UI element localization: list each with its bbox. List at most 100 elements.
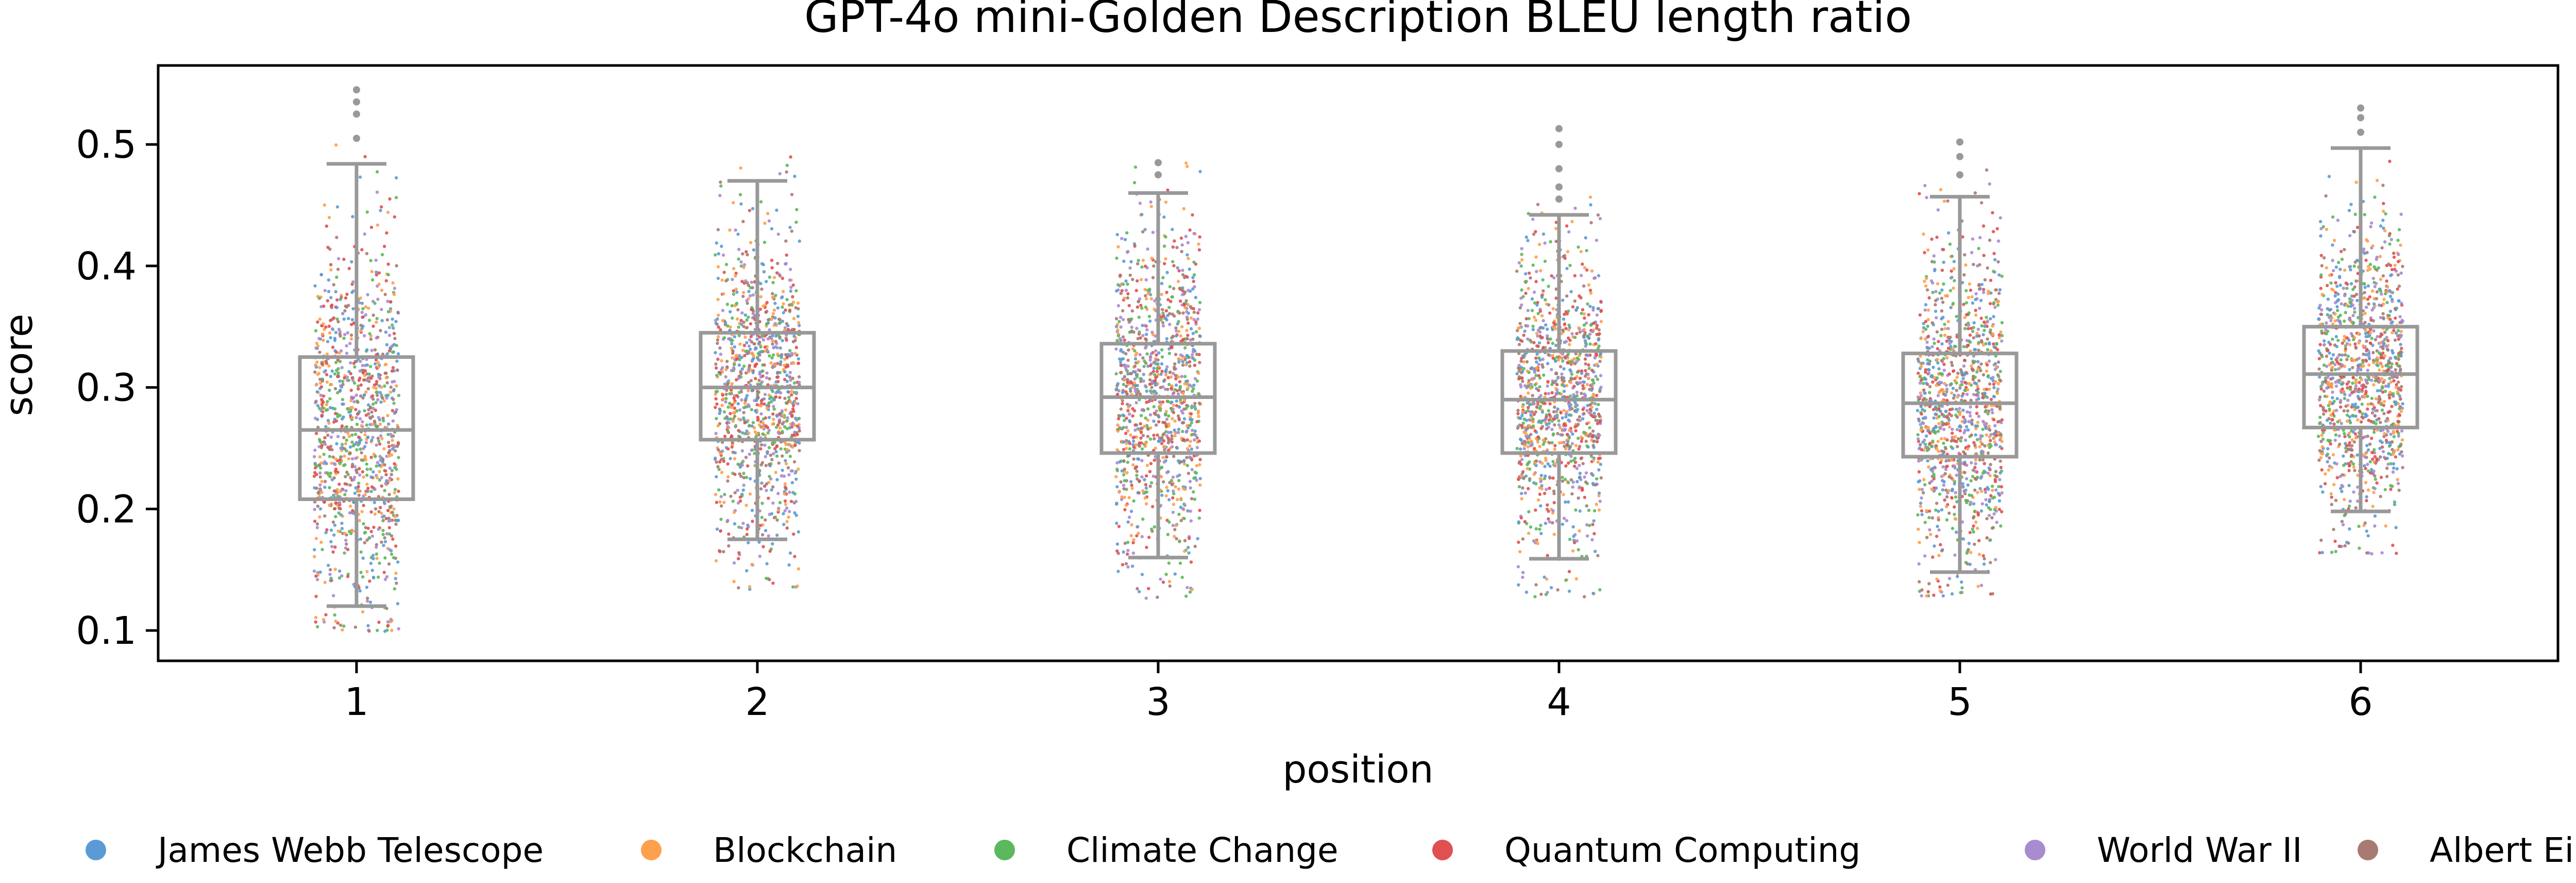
- strip-point: [1192, 387, 1195, 391]
- strip-point: [793, 555, 796, 558]
- strip-point: [347, 435, 351, 438]
- strip-point: [1594, 402, 1597, 406]
- strip-point: [377, 495, 381, 498]
- strip-point: [1552, 276, 1556, 280]
- strip-point: [386, 620, 390, 624]
- strip-point: [319, 461, 323, 465]
- strip-point: [1996, 260, 2000, 264]
- strip-point: [344, 538, 348, 542]
- strip-point: [1125, 471, 1129, 475]
- strip-point: [1592, 321, 1596, 325]
- strip-point: [364, 526, 367, 529]
- strip-point: [1546, 327, 1549, 331]
- strip-point: [1536, 312, 1540, 315]
- strip-point: [361, 470, 365, 474]
- strip-point: [349, 406, 352, 409]
- strip-point: [717, 313, 720, 317]
- strip-point: [1181, 411, 1184, 415]
- strip-point: [784, 239, 788, 243]
- strip-point: [759, 412, 763, 416]
- strip-point: [332, 533, 336, 537]
- strip-point: [721, 253, 725, 257]
- strip-point: [334, 143, 338, 147]
- strip-point: [1532, 376, 1536, 380]
- strip-point: [789, 289, 793, 293]
- strip-point: [1193, 438, 1196, 442]
- strip-point: [785, 526, 789, 530]
- strip-point: [1141, 434, 1145, 437]
- strip-point: [1551, 354, 1554, 357]
- strip-point: [358, 175, 362, 179]
- strip-point: [1144, 486, 1148, 490]
- strip-point: [318, 507, 323, 511]
- strip-point: [1548, 487, 1551, 490]
- strip-point: [778, 363, 783, 366]
- strip-point: [1124, 352, 1128, 356]
- strip-point: [722, 550, 725, 554]
- strip-point: [1132, 439, 1136, 443]
- strip-point: [767, 446, 771, 449]
- strip-point: [763, 485, 767, 488]
- strip-point: [1535, 331, 1539, 335]
- strip-point: [791, 407, 795, 411]
- strip-point: [771, 422, 774, 426]
- strip-point: [1964, 289, 1968, 293]
- strip-point: [1569, 360, 1573, 363]
- strip-point: [397, 489, 400, 493]
- strip-point: [774, 425, 778, 429]
- strip-point: [1573, 299, 1577, 303]
- strip-point: [716, 265, 720, 269]
- strip-point: [1119, 371, 1123, 375]
- strip-point: [1935, 535, 1939, 538]
- strip-point: [1164, 201, 1168, 204]
- strip-point: [765, 280, 768, 284]
- strip-point: [1928, 385, 1932, 389]
- strip-point: [1152, 264, 1156, 268]
- strip-point: [792, 316, 796, 321]
- strip-point: [1993, 440, 1997, 444]
- strip-point: [733, 401, 736, 405]
- strip-point: [1949, 306, 1953, 309]
- strip-point: [778, 274, 782, 278]
- strip-point: [1134, 289, 1138, 292]
- strip-point: [348, 504, 352, 508]
- strip-point: [1177, 329, 1181, 334]
- strip-point: [1538, 385, 1541, 389]
- strip-point: [734, 271, 738, 275]
- strip-point: [719, 353, 723, 356]
- strip-point: [1530, 366, 1534, 370]
- strip-point: [1162, 244, 1166, 248]
- strip-point: [1583, 392, 1586, 396]
- strip-point: [1549, 240, 1552, 244]
- strip-point: [345, 344, 348, 347]
- strip-point: [1578, 415, 1582, 419]
- strip-point: [1918, 381, 1922, 385]
- strip-point: [1174, 326, 1178, 330]
- strip-point: [1567, 589, 1571, 593]
- strip-point: [716, 424, 720, 428]
- strip-point: [753, 426, 756, 429]
- strip-point: [1192, 310, 1196, 314]
- strip-point: [356, 401, 360, 404]
- strip-point: [363, 232, 366, 236]
- strip-point: [1545, 577, 1549, 581]
- strip-point: [1189, 412, 1193, 416]
- strip-point: [1540, 314, 1544, 318]
- strip-point: [376, 398, 380, 402]
- strip-point: [1173, 367, 1176, 371]
- strip-point: [314, 615, 318, 620]
- strip-point: [738, 408, 742, 412]
- strip-point: [1919, 337, 1923, 340]
- strip-point: [345, 471, 349, 474]
- strip-point: [1976, 421, 1980, 424]
- strip-point: [1966, 428, 1970, 432]
- strip-point: [779, 474, 784, 478]
- strip-point: [1956, 372, 1960, 375]
- strip-point: [1527, 287, 1530, 290]
- strip-point: [397, 394, 401, 397]
- strip-point: [390, 369, 394, 373]
- strip-point: [1191, 353, 1194, 357]
- strip-point: [1936, 208, 1940, 212]
- strip-point: [1526, 239, 1530, 242]
- strip-point: [393, 449, 397, 453]
